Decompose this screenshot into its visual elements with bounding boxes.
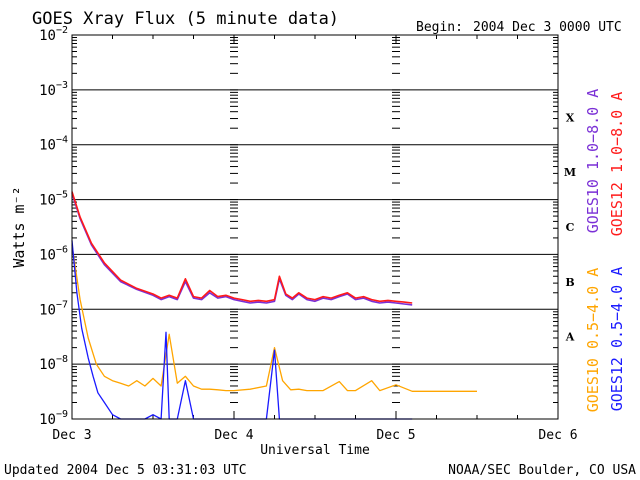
flare-class-label: X — [566, 111, 575, 124]
legend-entry: GOES10 1.0−8.0 A — [584, 89, 602, 234]
x-axis-label: Universal Time — [260, 443, 370, 458]
y-axis-label: Watts m⁻² — [10, 186, 28, 267]
grid-layer — [71, 35, 559, 420]
x-tick-label: Dec 5 — [376, 428, 415, 443]
series-line — [71, 193, 413, 306]
x-tick-labels: Dec 3 Dec 4 Dec 5 Dec 6 — [52, 428, 577, 443]
flare-class-label: A — [565, 331, 575, 344]
legend: GOES10 1.0−8.0 A GOES12 1.0−8.0 A GOES10 0… — [584, 89, 626, 413]
legend-entry: GOES12 1.0−8.0 A — [608, 92, 626, 237]
series-layer — [71, 191, 477, 420]
chart-title: GOES Xray Flux (5 minute data) — [32, 9, 339, 29]
x-tick-label: Dec 4 — [214, 428, 253, 443]
flare-class-labels: X M C B A — [564, 111, 576, 343]
flare-class-label: C — [566, 221, 575, 234]
flare-class-label: B — [565, 276, 574, 289]
x-tick-label: Dec 6 — [538, 428, 577, 443]
begin-value: 2004 Dec 3 0000 UTC — [473, 20, 622, 35]
series-line — [71, 191, 413, 304]
updated-timestamp: Updated 2004 Dec 5 03:31:03 UTC — [4, 463, 247, 478]
series-line — [71, 244, 477, 392]
plot-frame — [71, 34, 559, 420]
legend-entry: GOES12 0.5−4.0 A — [608, 267, 626, 412]
credit-label: NOAA/SEC Boulder, CO USA — [448, 463, 636, 478]
flare-class-label: M — [564, 166, 576, 179]
x-tick-label: Dec 3 — [52, 428, 91, 443]
legend-entry: GOES10 0.5−4.0 A — [584, 268, 602, 413]
begin-label: Begin: — [416, 20, 463, 35]
